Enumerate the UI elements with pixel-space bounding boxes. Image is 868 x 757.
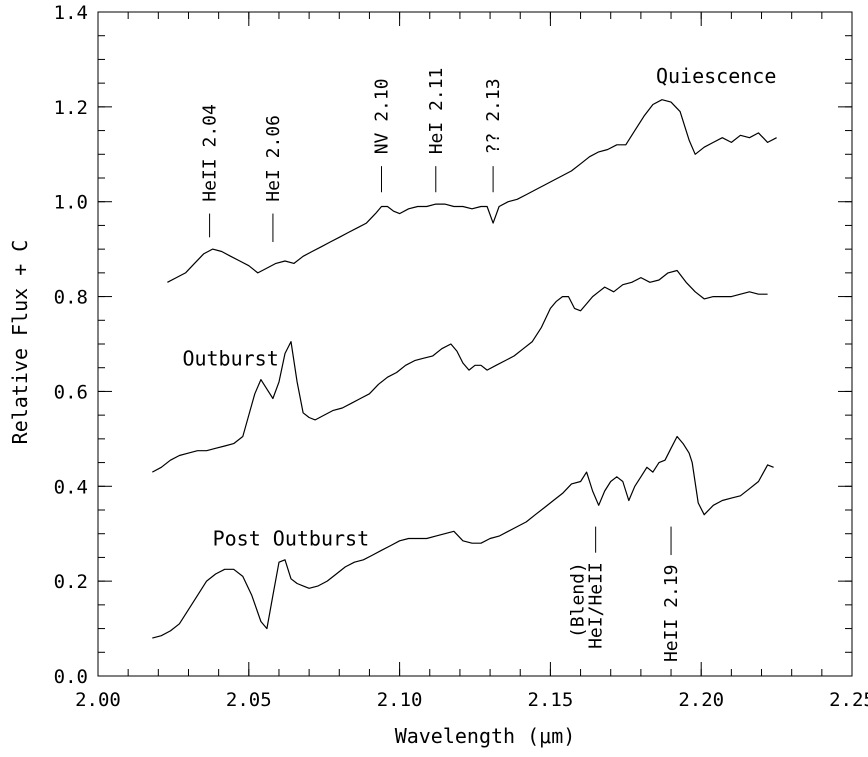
y-tick-label: 1.2 [54, 97, 88, 119]
y-tick-label: 1.0 [54, 192, 88, 214]
y-tick-label: 0.0 [54, 666, 88, 688]
line-marker-label: ?? 2.13 [483, 78, 504, 154]
x-tick-label: 2.20 [678, 689, 724, 711]
y-tick-label: 0.4 [54, 476, 88, 498]
series-label: Quiescence [656, 64, 776, 88]
y-tick-label: 0.2 [54, 571, 88, 593]
series-label: Post Outburst [213, 527, 370, 551]
x-tick-label: 2.15 [528, 689, 574, 711]
x-tick-label: 2.05 [226, 689, 272, 711]
line-marker-label: HeII 2.19 [661, 565, 682, 663]
series-line-quiescence [167, 99, 777, 283]
y-tick-label: 1.4 [54, 2, 88, 24]
series-line-post-outburst [152, 435, 774, 639]
line-marker-label: NV 2.10 [372, 78, 393, 154]
line-marker-label: HeII 2.04 [200, 104, 221, 202]
line-marker-label: (Blend) [568, 562, 589, 638]
series-label: Outburst [182, 346, 278, 370]
series-labels: Quiescence Outburst Post Outburst [182, 64, 776, 550]
line-marker-label: HeI/HeII [586, 562, 607, 649]
line-marker-label: HeI 2.11 [426, 68, 447, 155]
y-axis-title: Relative Flux + C [8, 240, 32, 445]
x-axis: 2.00 2.05 2.10 2.15 2.20 2.25 [75, 12, 868, 711]
y-axis: 0.0 0.2 0.4 0.6 0.8 1.0 1.2 1.4 [54, 2, 852, 688]
line-markers: HeII 2.04 HeI 2.06 NV 2.10 HeI 2.11 ?? 2.13 H… [200, 68, 682, 662]
line-marker-label: HeI 2.06 [263, 115, 284, 202]
y-tick-label: 0.8 [54, 287, 88, 309]
x-tick-label: 2.00 [75, 689, 121, 711]
x-tick-label: 2.10 [377, 689, 423, 711]
series-lines [152, 99, 777, 639]
series-line-outburst [152, 269, 768, 473]
x-tick-label: 2.25 [829, 689, 868, 711]
x-axis-title: Wavelength (μm) [395, 724, 576, 748]
y-tick-label: 0.6 [54, 381, 88, 403]
